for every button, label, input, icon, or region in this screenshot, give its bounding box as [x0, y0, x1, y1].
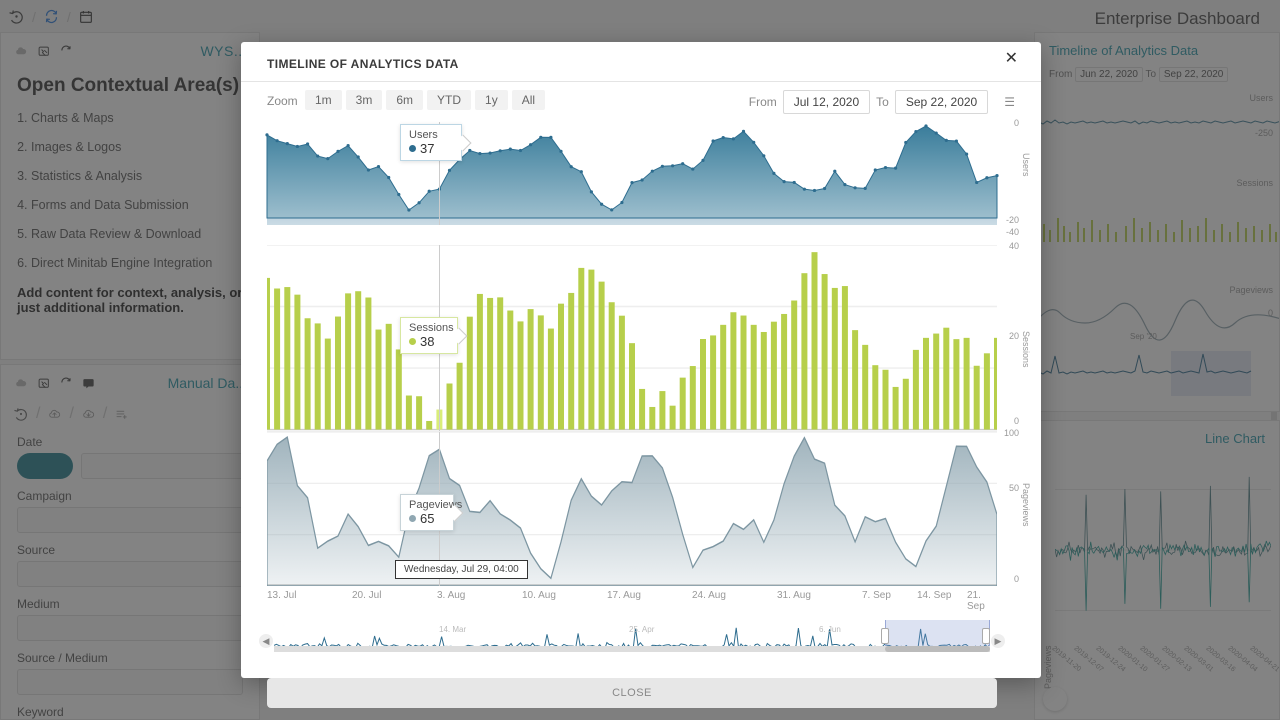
svg-text:25. Apr: 25. Apr: [629, 625, 655, 634]
svg-text:14. Mar: 14. Mar: [439, 625, 466, 634]
svg-text:6. Jun: 6. Jun: [819, 625, 841, 634]
